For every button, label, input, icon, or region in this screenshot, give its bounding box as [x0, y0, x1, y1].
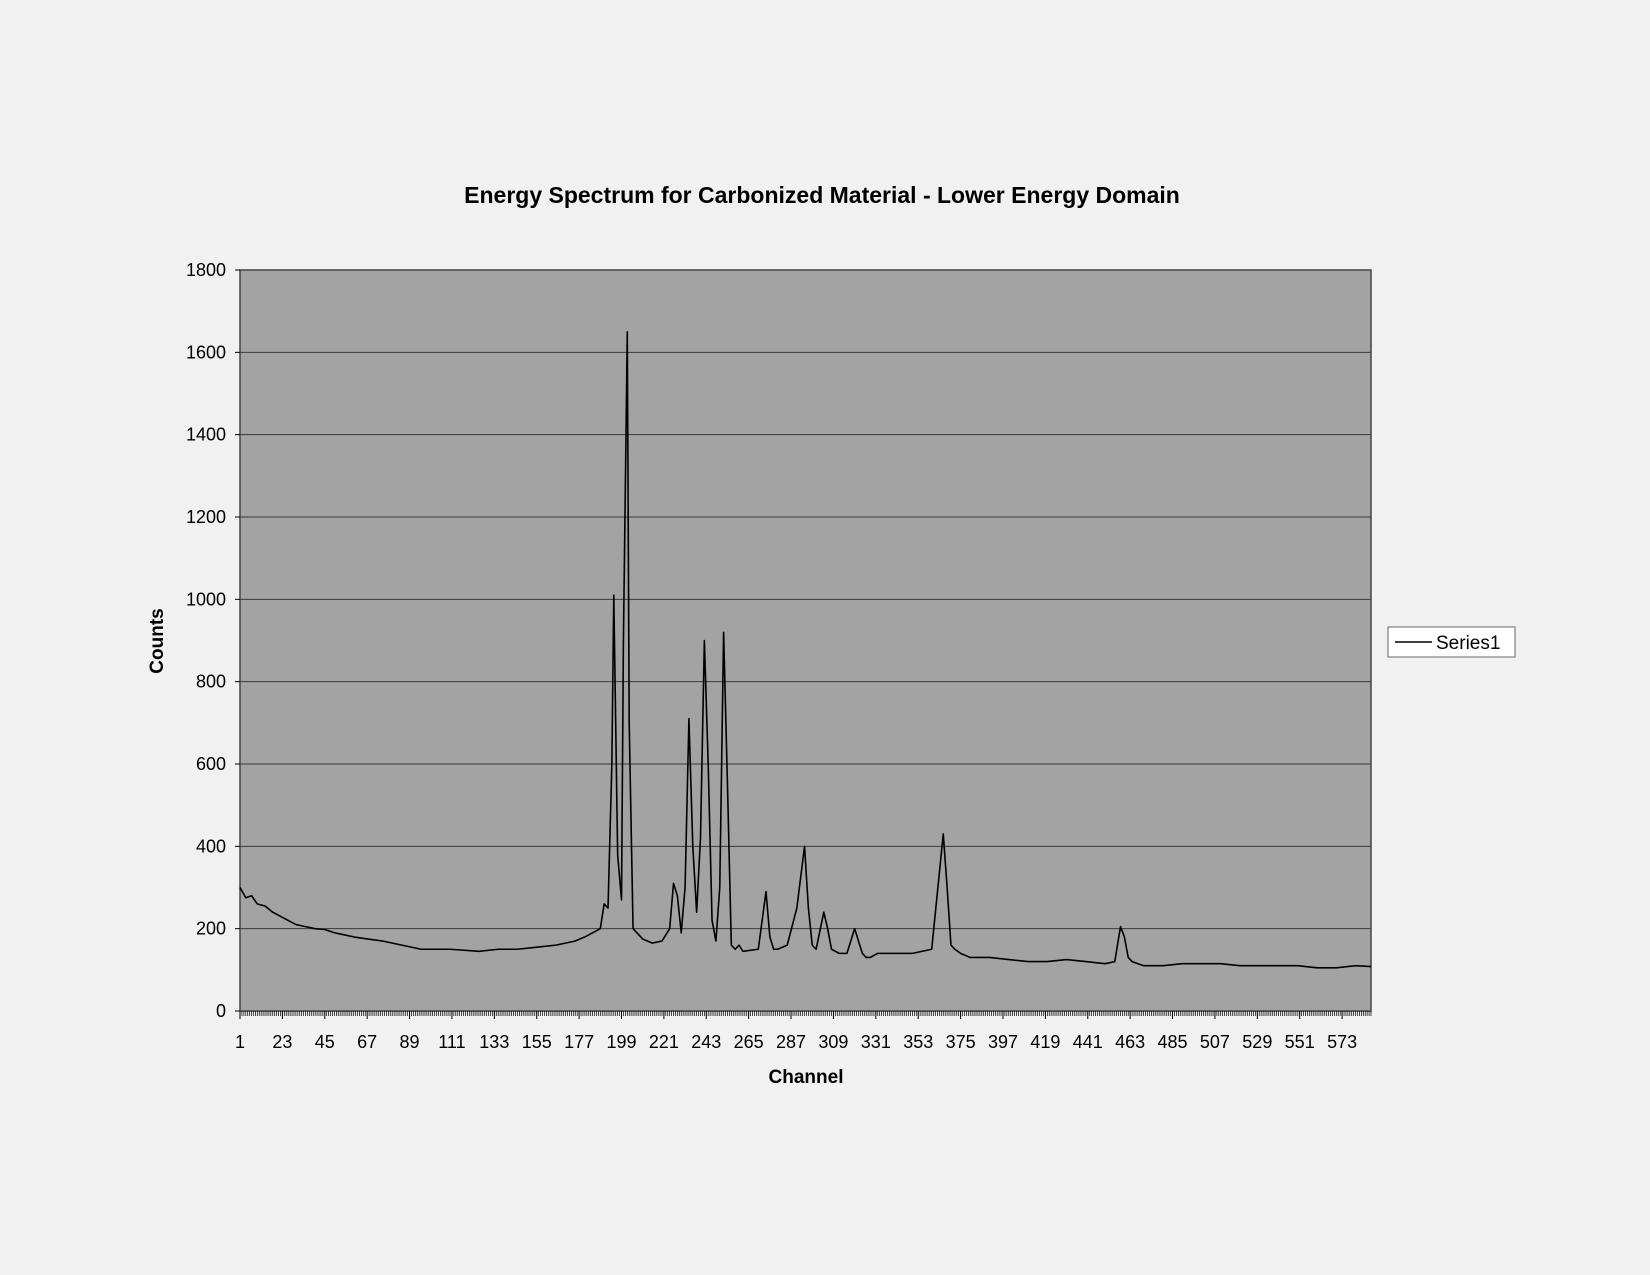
x-minor-tick-marks — [239, 1011, 1372, 1016]
x-tick-label-419: 419 — [1030, 1032, 1060, 1052]
x-tick-label-375: 375 — [946, 1032, 976, 1052]
x-tick-label-177: 177 — [564, 1032, 594, 1052]
x-tick-label-1: 1 — [235, 1032, 245, 1052]
x-tick-label-287: 287 — [776, 1032, 806, 1052]
x-tick-label-265: 265 — [734, 1032, 764, 1052]
y-tick-label-0: 0 — [216, 1001, 226, 1021]
y-tick-label-400: 400 — [196, 836, 226, 856]
x-tick-label-551: 551 — [1285, 1032, 1315, 1052]
x-tick-label-111: 111 — [438, 1032, 465, 1052]
x-tick-label-89: 89 — [400, 1032, 420, 1052]
y-tick-label-800: 800 — [196, 672, 226, 692]
y-axis-ticks: 0 200 400 600 800 1000 1200 1400 1600 1800 — [186, 260, 240, 1021]
y-tick-label-600: 600 — [196, 754, 226, 774]
y-axis-title: Counts — [147, 608, 168, 673]
y-tick-label-1800: 1800 — [186, 260, 226, 280]
x-tick-label-331: 331 — [861, 1032, 891, 1052]
y-tick-label-1000: 1000 — [186, 589, 226, 609]
y-tick-label-1400: 1400 — [186, 425, 226, 445]
x-tick-label-529: 529 — [1242, 1032, 1272, 1052]
x-tick-label-243: 243 — [691, 1032, 721, 1052]
x-tick-label-221: 221 — [649, 1032, 679, 1052]
x-tick-label-45: 45 — [315, 1032, 335, 1052]
legend-label: Series1 — [1436, 633, 1500, 654]
chart-title: Energy Spectrum for Carbonized Material … — [464, 182, 1180, 208]
x-tick-label-507: 507 — [1200, 1032, 1230, 1052]
x-tick-label-463: 463 — [1115, 1032, 1145, 1052]
x-tick-label-353: 353 — [903, 1032, 933, 1052]
series-lines — [239, 330, 1372, 969]
plot-area — [239, 269, 1372, 1012]
legend: Series1 — [1387, 626, 1516, 658]
x-tick-label-573: 573 — [1327, 1032, 1357, 1052]
series-line-Series1 — [239, 330, 1372, 969]
x-tick-label-199: 199 — [606, 1032, 636, 1052]
x-axis-title: Channel — [769, 1067, 844, 1088]
x-tick-label-155: 155 — [522, 1032, 552, 1052]
x-tick-label-67: 67 — [357, 1032, 377, 1052]
x-tick-label-485: 485 — [1158, 1032, 1188, 1052]
x-tick-label-397: 397 — [988, 1032, 1018, 1052]
gridlines — [240, 351, 1371, 930]
y-tick-label-200: 200 — [196, 919, 226, 939]
y-tick-label-1200: 1200 — [186, 507, 226, 527]
x-axis-minor-ticks — [239, 1011, 1372, 1016]
x-tick-label-23: 23 — [272, 1032, 292, 1052]
x-tick-label-309: 309 — [818, 1032, 848, 1052]
x-tick-label-441: 441 — [1073, 1032, 1103, 1052]
y-tick-label-1600: 1600 — [186, 342, 226, 362]
x-tick-label-133: 133 — [479, 1032, 509, 1052]
x-axis-ticks: 1 23 45 67 89 111 133 155 177 199 221 243 265 287 309 3… — [235, 1011, 1357, 1052]
